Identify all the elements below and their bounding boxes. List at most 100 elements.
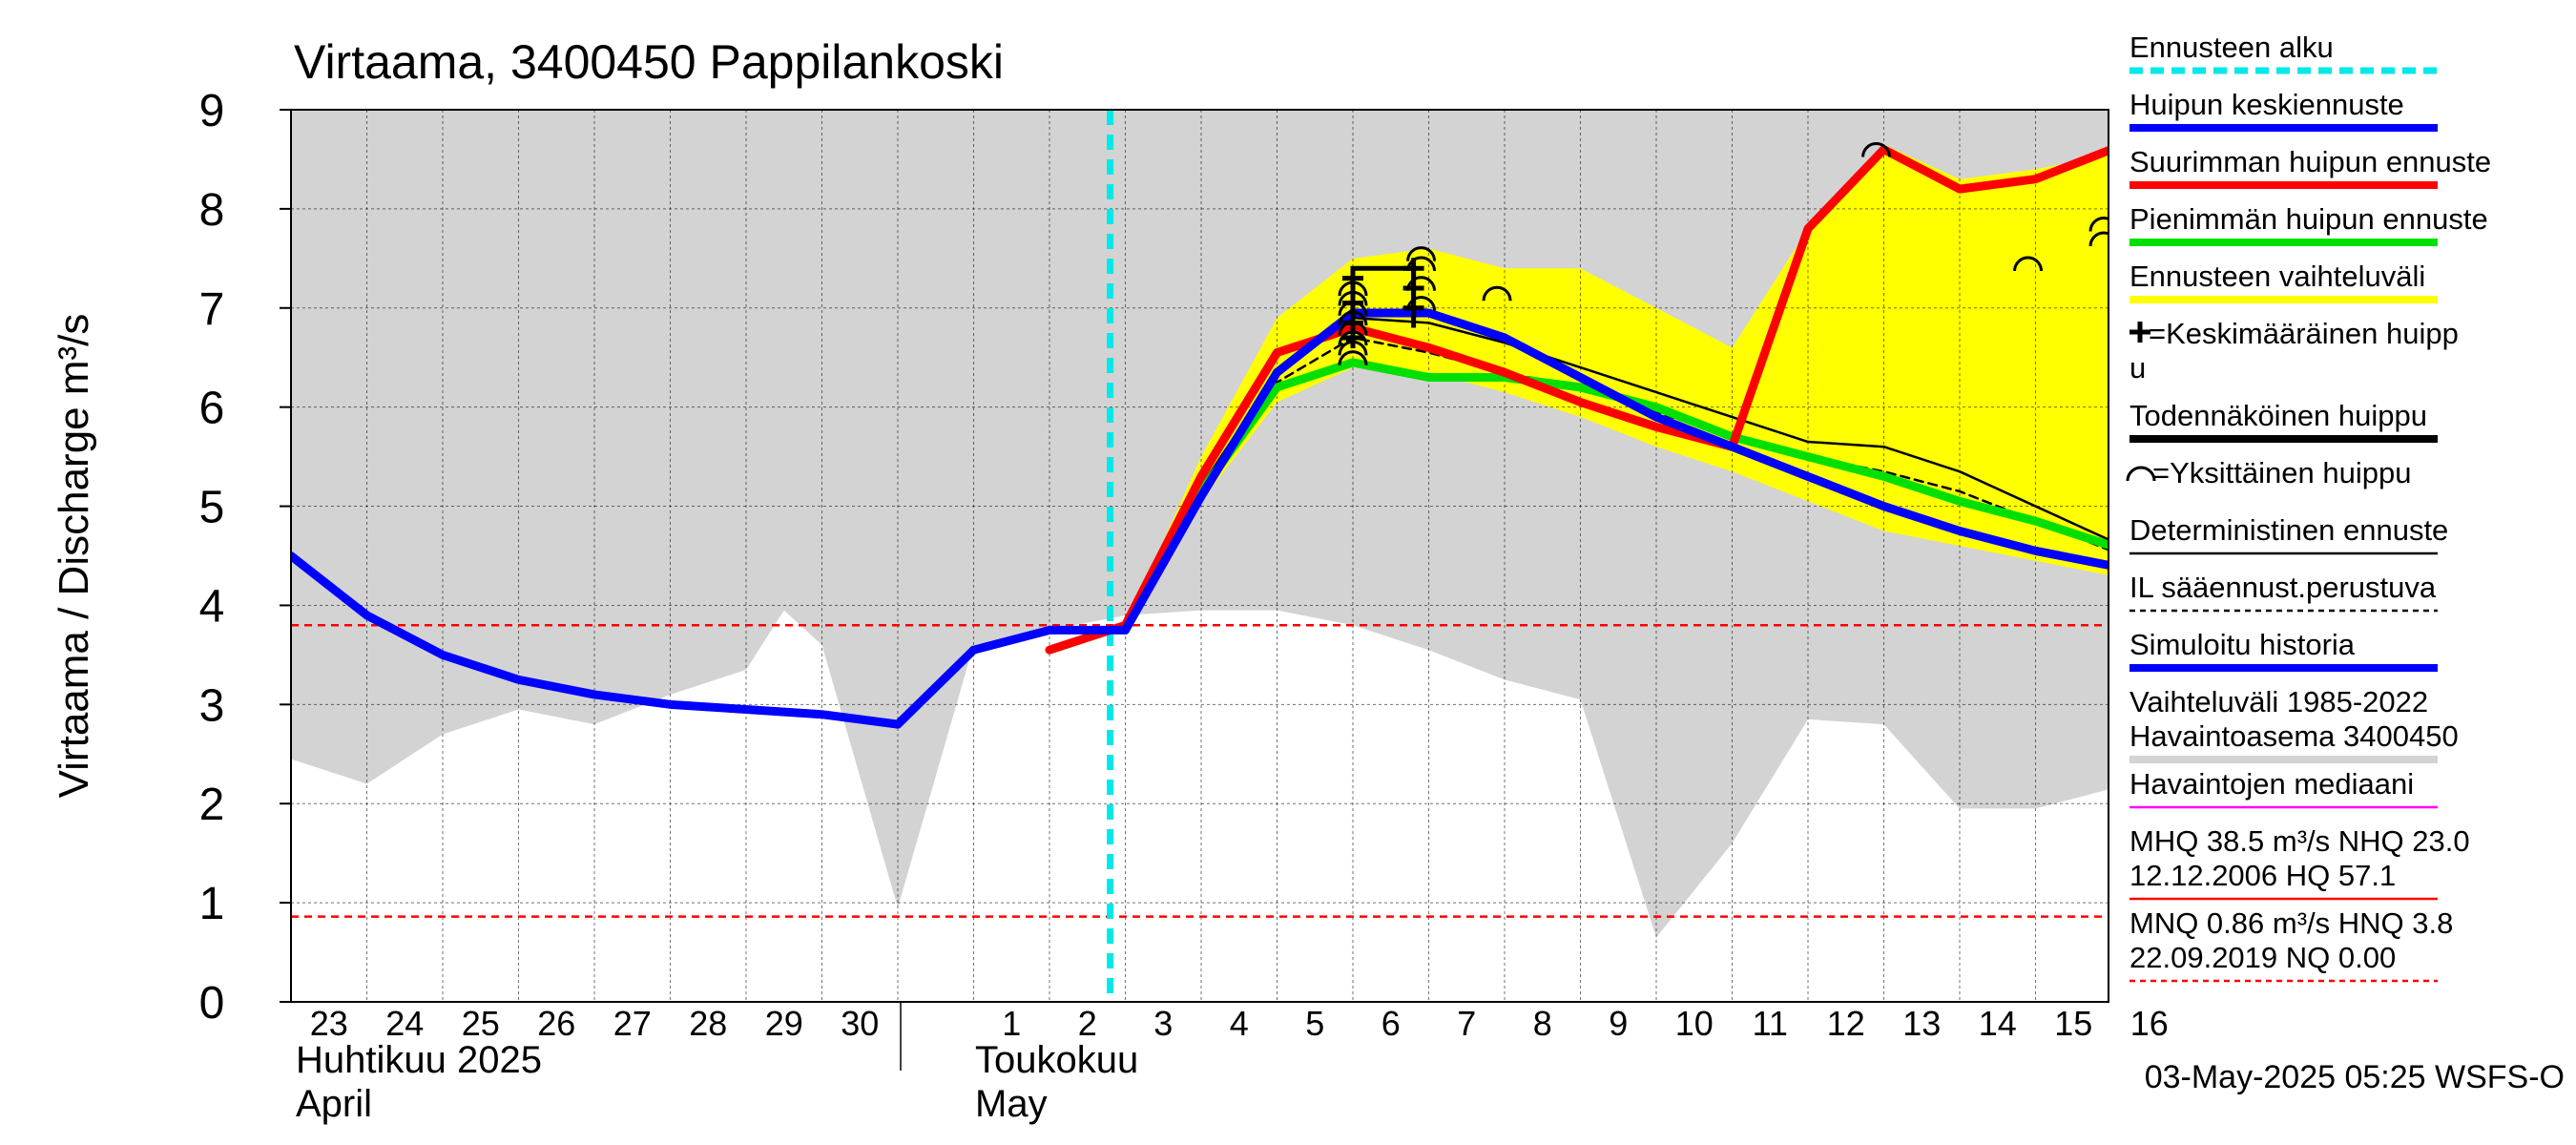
legend-label-line2: u <box>2129 351 2146 385</box>
single-peak-marker <box>1338 290 1368 306</box>
x-tick-label: 7 <box>1457 1004 1476 1043</box>
legend-entry-il-s-ennust-perustuva: IL sääennust.perustuva <box>2129 571 2438 613</box>
month-label-may-fi: Toukokuu <box>975 1039 1138 1081</box>
series-line-pienimm-n-huipun-ennuste <box>1121 358 2109 635</box>
y-tick-label: 3 <box>199 680 225 731</box>
single-peak-marker <box>2088 231 2109 247</box>
x-tick-label: 10 <box>1675 1004 1714 1043</box>
y-tick-label: 5 <box>199 483 225 533</box>
single-peak-marker <box>1406 246 1437 261</box>
x-tick-label: 16 <box>2130 1004 2169 1043</box>
legend-label: Todennäköinen huippu <box>2129 399 2427 432</box>
x-tick-label: 28 <box>689 1004 727 1043</box>
x-tick-label: 4 <box>1230 1004 1249 1043</box>
y-axis-label: Virtaama / Discharge m³/s <box>51 314 97 799</box>
legend: Ennusteen alku Huipun keskiennuste Suurimm… <box>2126 31 2491 983</box>
y-tick-label: 1 <box>199 879 225 929</box>
legend-label: MHQ 38.5 m³/s NHQ 23.0 <box>2129 824 2470 858</box>
footer-timestamp: 03-May-2025 05:25 WSFS-O <box>2145 1059 2565 1095</box>
legend-entry-huipun-keskiennuste: Huipun keskiennuste <box>2129 88 2438 132</box>
chart-title: Virtaama, 3400450 Pappilankoski <box>294 35 1004 89</box>
legend-arc-icon <box>2126 466 2156 482</box>
x-tick-label: 11 <box>1753 1004 1788 1043</box>
mean-peak-plus-marker <box>1402 278 1424 299</box>
y-tick-label: 2 <box>199 780 225 830</box>
x-tick-label: 29 <box>765 1004 803 1043</box>
legend-label: =Keskimääräinen huipp <box>2149 317 2459 350</box>
y-axis-ticks: 0 1 2 3 4 5 6 7 8 9 <box>199 86 291 1029</box>
series-lines <box>291 145 2109 729</box>
plot-frame <box>290 109 2109 1003</box>
legend-label: Ennusteen vaihteluväli <box>2129 260 2425 293</box>
x-tick-label: 27 <box>613 1004 652 1043</box>
x-tick-label: 24 <box>385 1004 424 1043</box>
legend-entry-mnq-0-86-m-s-hnq-3-8: MNQ 0.86 m³/s HNQ 3.822.09.2019 NQ 0.00 <box>2129 906 2453 983</box>
single-peak-marker <box>2088 217 2109 232</box>
legend-label-line2: Havaintoasema 3400450 <box>2129 719 2459 753</box>
legend-entry-mhq-38-5-m-s-nhq-23-0: MHQ 38.5 m³/s NHQ 23.012.12.2006 HQ 57.1 <box>2129 824 2470 901</box>
x-tick-label: 6 <box>1381 1004 1401 1043</box>
legend-label: Havaintojen mediaani <box>2129 767 2414 801</box>
legend-entry-deterministinen-ennuste: Deterministinen ennuste <box>2129 513 2448 555</box>
legend-entry-todenn-k-inen-huippu: Todennäköinen huippu <box>2129 399 2438 443</box>
single-peak-marker <box>1482 285 1512 302</box>
legend-label: Ennusteen alku <box>2129 31 2334 64</box>
y-tick-label: 9 <box>199 86 225 136</box>
y-tick-label: 0 <box>199 978 225 1029</box>
legend-label: Simuloitu historia <box>2129 628 2356 661</box>
y-tick-label: 7 <box>199 284 225 335</box>
mean-peak-plus-marker <box>1342 326 1363 348</box>
y-tick-label: 6 <box>199 384 225 434</box>
x-axis-ticks: 23 24 25 26 27 28 29 30 1 2 3 4 5 6 7 8 9 10 11 12 13 14 15 16 <box>310 1004 2169 1043</box>
x-tick-label: 30 <box>841 1004 879 1043</box>
reference-lines <box>291 623 2109 918</box>
x-tick-label: 26 <box>537 1004 575 1043</box>
legend-label: Suurimman huipun ennuste <box>2129 145 2491 178</box>
legend-entry-yksitt-inen-huippu: =Yksittäinen huippu <box>2126 456 2411 489</box>
y-tick-label: 8 <box>199 185 225 236</box>
series-line-simuloitu-historia <box>291 552 1130 729</box>
mean-peak-plus-marker <box>1402 297 1424 319</box>
legend-entry-suurimman-huipun-ennuste: Suurimman huipun ennuste <box>2129 145 2491 189</box>
legend-label: Vaihteluväli 1985-2022 <box>2129 685 2428 718</box>
legend-label: IL sääennust.perustuva <box>2129 571 2437 604</box>
legend-plus-icon <box>2129 322 2150 343</box>
plot-area <box>291 110 2109 1002</box>
legend-entry-keskim-r-inen-huipp: =Keskimääräinen huippu <box>2129 317 2459 385</box>
mean-peak-plus-marker <box>1342 292 1363 314</box>
y-tick-label: 4 <box>199 581 225 632</box>
x-tick-label: 25 <box>462 1004 500 1043</box>
legend-entry-vaihteluv-li-1985-2022: Vaihteluväli 1985-2022 Havaintoasema 340… <box>2129 685 2459 763</box>
x-tick-label: 13 <box>1902 1004 1941 1043</box>
x-tick-label: 12 <box>1827 1004 1865 1043</box>
legend-label: Huipun keskiennuste <box>2129 88 2404 121</box>
legend-label-line2: 22.09.2019 NQ 0.00 <box>2129 941 2396 974</box>
mean-peak-plus-marker <box>1402 258 1424 280</box>
legend-entry-pienimm-n-huipun-ennuste: Pienimmän huipun ennuste <box>2129 202 2488 246</box>
series-line-huipun-keskiennuste <box>1121 308 2109 635</box>
x-tick-label: 5 <box>1305 1004 1324 1043</box>
single-peak-marker <box>1338 350 1368 365</box>
x-tick-label: 14 <box>1979 1004 2017 1043</box>
legend-entry-ennusteen-alku: Ennusteen alku <box>2129 31 2438 74</box>
legend-entry-ennusteen-vaihteluv-li: Ennusteen vaihteluväli <box>2129 260 2438 303</box>
single-peak-marker <box>1861 142 1892 157</box>
legend-label: MNQ 0.86 m³/s HNQ 3.8 <box>2129 906 2453 940</box>
month-label-april-en: April <box>296 1083 372 1125</box>
x-tick-label: 3 <box>1153 1004 1173 1043</box>
peak-markers <box>1338 142 2109 365</box>
x-tick-label: 1 <box>1002 1004 1021 1043</box>
x-tick-label: 2 <box>1078 1004 1097 1043</box>
month-label-may-en: May <box>975 1083 1048 1125</box>
legend-entry-simuloitu-historia: Simuloitu historia <box>2129 628 2438 672</box>
legend-entry-havaintojen-mediaani: Havaintojen mediaani <box>2129 767 2438 809</box>
x-tick-label: 9 <box>1609 1004 1628 1043</box>
month-label-april-fi: Huhtikuu 2025 <box>296 1039 542 1081</box>
legend-label-line2: 12.12.2006 HQ 57.1 <box>2129 859 2396 892</box>
legend-label: =Yksittäinen huippu <box>2152 456 2411 489</box>
single-peak-marker <box>2013 256 2044 272</box>
x-tick-label: 23 <box>310 1004 348 1043</box>
series-line-suurimman-huipun-ennuste <box>1045 145 2109 655</box>
x-tick-label: 8 <box>1533 1004 1552 1043</box>
